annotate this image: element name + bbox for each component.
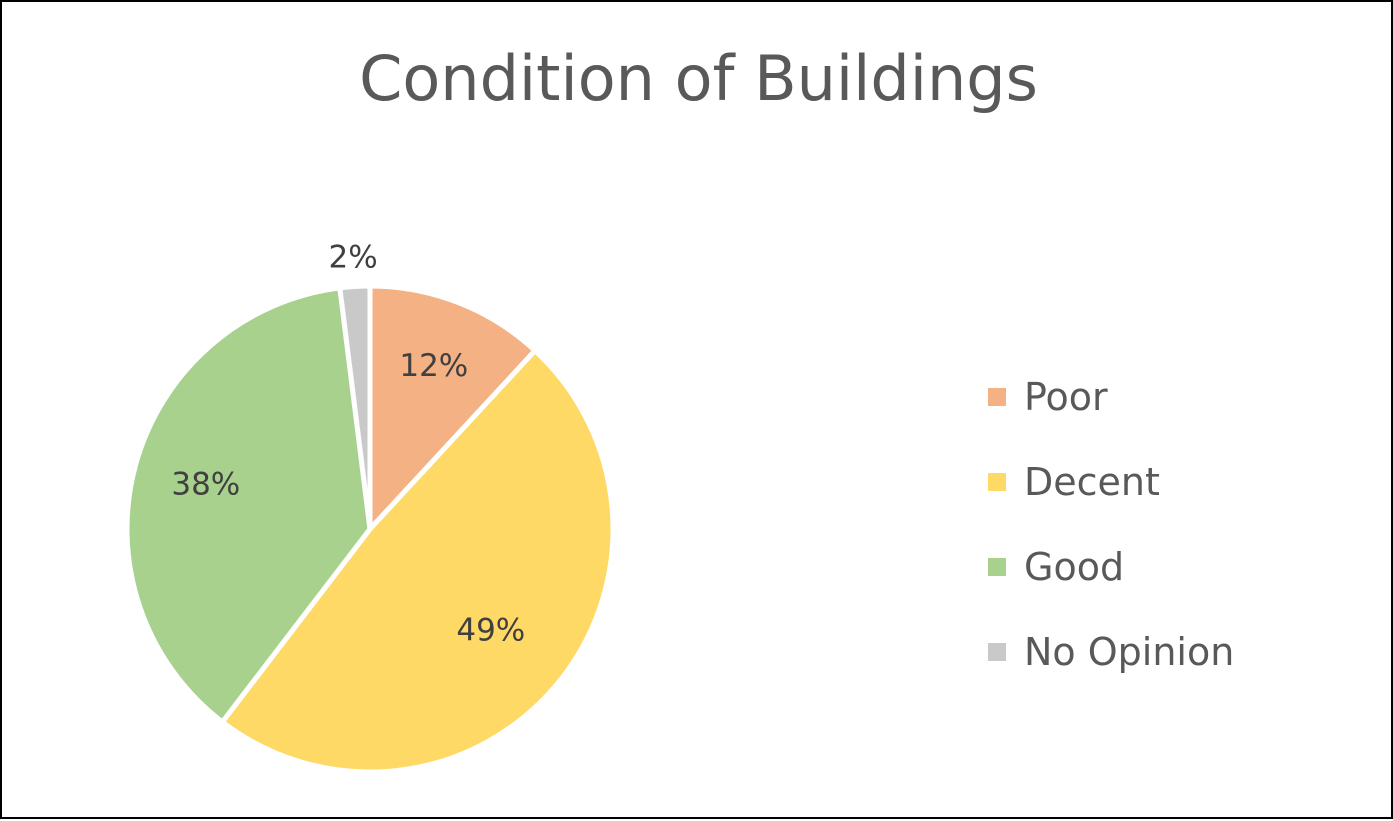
legend-item-good: Good — [988, 524, 1234, 609]
legend-swatch-good — [988, 557, 1006, 576]
pie-slice-decent — [219, 348, 616, 775]
chart-title: Condition of Buildings — [359, 42, 1038, 115]
data-label-no-opinion: 2% — [328, 239, 377, 275]
legend-item-decent: Decent — [988, 439, 1234, 524]
pie-slices — [124, 283, 616, 775]
legend-swatch-no-opinion — [988, 642, 1006, 661]
legend-item-no-opinion: No Opinion — [988, 609, 1234, 694]
legend-label-no-opinion: No Opinion — [1024, 629, 1235, 674]
legend-label-poor: Poor — [1024, 374, 1108, 419]
data-label-good: 38% — [171, 467, 240, 503]
data-label-poor: 12% — [399, 348, 468, 384]
legend-swatch-poor — [988, 387, 1006, 406]
legend-swatch-decent — [988, 472, 1006, 491]
legend-label-decent: Decent — [1024, 459, 1160, 504]
pie-slice-good — [124, 285, 373, 725]
pie-slice-no-opinion — [337, 283, 373, 532]
pie-slice-poor — [367, 283, 538, 532]
legend-item-poor: Poor — [988, 354, 1234, 439]
data-label-decent: 49% — [456, 613, 525, 649]
pie-data-labels: 12% 49% 38% 2% — [171, 239, 525, 648]
legend-label-good: Good — [1024, 544, 1125, 589]
legend: Poor Decent Good No Opinion — [988, 354, 1234, 694]
